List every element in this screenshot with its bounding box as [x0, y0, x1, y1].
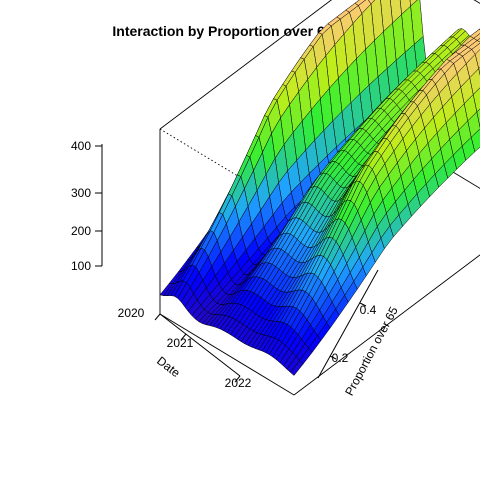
surface-mesh: [159, 0, 480, 376]
z-axis: 100 200 300 400: [71, 139, 103, 273]
y-tick-0.2: [329, 355, 337, 360]
x-axis-label: Date: [154, 354, 183, 381]
z-tick-label-100: 100: [71, 259, 91, 273]
x-tick-2021: [180, 333, 187, 341]
x-tick-2020: [154, 313, 161, 321]
box-edge: [293, 254, 480, 396]
box-edge: [159, 313, 295, 396]
x-axis-line: [159, 313, 241, 377]
y-axis-line: [317, 269, 379, 379]
z-tick-label-200: 200: [71, 224, 91, 238]
x-tick-2022: [234, 375, 241, 383]
x-axis: 2020 2021 2022 Date: [118, 306, 252, 390]
y-tick-label-0.4: 0.4: [360, 303, 377, 317]
box-front-edges: [159, 129, 480, 396]
x-tick-label-2020: 2020: [118, 306, 145, 320]
box-edge: [159, 0, 333, 130]
z-tick-label-400: 400: [71, 139, 91, 153]
y-tick-0.4: [359, 302, 367, 307]
z-tick-label-300: 300: [71, 186, 91, 200]
x-tick-label-2021: 2021: [167, 336, 194, 350]
surface-facet: [290, 360, 304, 376]
x-tick-label-2022: 2022: [225, 376, 252, 390]
y-tick-label-0.2: 0.2: [332, 351, 349, 365]
